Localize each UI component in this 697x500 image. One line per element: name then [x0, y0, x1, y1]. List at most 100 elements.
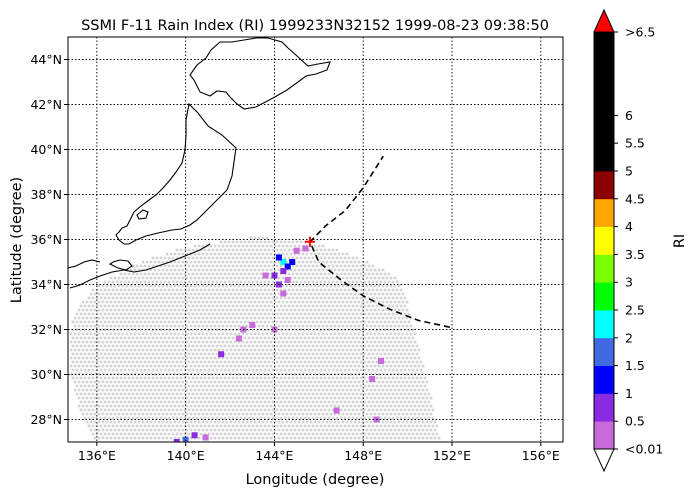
- no-rain-dot: [311, 288, 315, 292]
- no-rain-dot: [75, 312, 79, 316]
- no-rain-dot: [199, 400, 203, 404]
- no-rain-dot: [269, 388, 273, 392]
- no-rain-dot: [123, 304, 127, 308]
- no-rain-dot: [209, 324, 213, 328]
- no-rain-dot: [333, 404, 337, 408]
- no-rain-dot: [113, 356, 117, 360]
- no-rain-dot: [289, 340, 293, 344]
- no-rain-dot: [211, 280, 215, 284]
- rain-cell: [302, 245, 309, 252]
- no-rain-dot: [355, 384, 359, 388]
- no-rain-dot: [281, 396, 285, 400]
- no-rain-dot: [373, 284, 377, 288]
- no-rain-dot: [307, 296, 311, 300]
- no-rain-dot: [283, 328, 287, 332]
- no-rain-dot: [137, 372, 141, 376]
- no-rain-dot: [407, 360, 411, 364]
- no-rain-dot: [127, 432, 131, 436]
- no-rain-dot: [191, 328, 195, 332]
- no-rain-dot: [313, 404, 317, 408]
- no-rain-dot: [399, 408, 403, 412]
- no-rain-dot: [411, 336, 415, 340]
- no-rain-dot: [217, 380, 221, 384]
- no-rain-dot: [299, 304, 303, 308]
- no-rain-dot: [121, 276, 125, 280]
- no-rain-dot: [287, 352, 291, 356]
- no-rain-dot: [207, 288, 211, 292]
- no-rain-dot: [257, 284, 261, 288]
- no-rain-dot: [255, 400, 259, 404]
- no-rain-dot: [383, 344, 387, 348]
- no-rain-dot: [153, 436, 157, 440]
- no-rain-dot: [291, 392, 295, 396]
- no-rain-dot: [363, 264, 367, 268]
- no-rain-dot: [169, 396, 173, 400]
- no-rain-dot: [227, 432, 231, 436]
- no-rain-dot: [241, 348, 245, 352]
- no-rain-dot: [149, 436, 153, 440]
- no-rain-dot: [147, 312, 151, 316]
- no-rain-dot: [409, 396, 413, 400]
- no-rain-dot: [221, 428, 225, 432]
- no-rain-dot: [157, 396, 161, 400]
- no-rain-dot: [223, 432, 227, 436]
- no-rain-dot: [145, 276, 149, 280]
- no-rain-dot: [289, 404, 293, 408]
- no-rain-dot: [127, 288, 131, 292]
- no-rain-dot: [277, 420, 281, 424]
- no-rain-dot: [157, 388, 161, 392]
- no-rain-dot: [335, 344, 339, 348]
- no-rain-dot: [301, 404, 305, 408]
- no-rain-dot: [207, 328, 211, 332]
- no-rain-dot: [133, 364, 137, 368]
- no-rain-dot: [309, 284, 313, 288]
- no-rain-dot: [393, 356, 397, 360]
- no-rain-dot: [347, 432, 351, 436]
- no-rain-dot: [287, 328, 291, 332]
- no-rain-dot: [163, 400, 167, 404]
- no-rain-dot: [109, 284, 113, 288]
- no-rain-dot: [291, 384, 295, 388]
- no-rain-dot: [139, 368, 143, 372]
- no-rain-dot: [171, 256, 175, 260]
- rain-cell: [275, 254, 282, 261]
- no-rain-dot: [353, 284, 357, 288]
- no-rain-dot: [141, 332, 145, 336]
- no-rain-dot: [401, 316, 405, 320]
- no-rain-dot: [149, 268, 153, 272]
- no-rain-dot: [285, 332, 289, 336]
- no-rain-dot: [189, 396, 193, 400]
- no-rain-dot: [207, 400, 211, 404]
- no-rain-dot: [97, 356, 101, 360]
- no-rain-dot: [111, 416, 115, 420]
- no-rain-dot: [247, 328, 251, 332]
- no-rain-dot: [415, 368, 419, 372]
- no-rain-dot: [203, 312, 207, 316]
- no-rain-dot: [353, 292, 357, 296]
- no-rain-dot: [165, 420, 169, 424]
- no-rain-dot: [421, 420, 425, 424]
- no-rain-dot: [307, 336, 311, 340]
- no-rain-dot: [189, 332, 193, 336]
- no-rain-dot: [331, 336, 335, 340]
- no-rain-dot: [125, 436, 129, 440]
- no-rain-dot: [357, 276, 361, 280]
- no-rain-dot: [307, 256, 311, 260]
- no-rain-dot: [263, 352, 267, 356]
- no-rain-dot: [97, 316, 101, 320]
- no-rain-dot: [321, 284, 325, 288]
- no-rain-dot: [279, 328, 283, 332]
- no-rain-dot: [305, 276, 309, 280]
- no-rain-dot: [307, 368, 311, 372]
- no-rain-dot: [217, 356, 221, 360]
- no-rain-dot: [149, 428, 153, 432]
- no-rain-dot: [235, 256, 239, 260]
- no-rain-dot: [99, 296, 103, 300]
- no-rain-dot: [387, 288, 391, 292]
- no-rain-dot: [111, 360, 115, 364]
- no-rain-dot: [237, 364, 241, 368]
- no-rain-dot: [145, 404, 149, 408]
- no-rain-dot: [133, 332, 137, 336]
- no-rain-dot: [155, 368, 159, 372]
- no-rain-dot: [395, 360, 399, 364]
